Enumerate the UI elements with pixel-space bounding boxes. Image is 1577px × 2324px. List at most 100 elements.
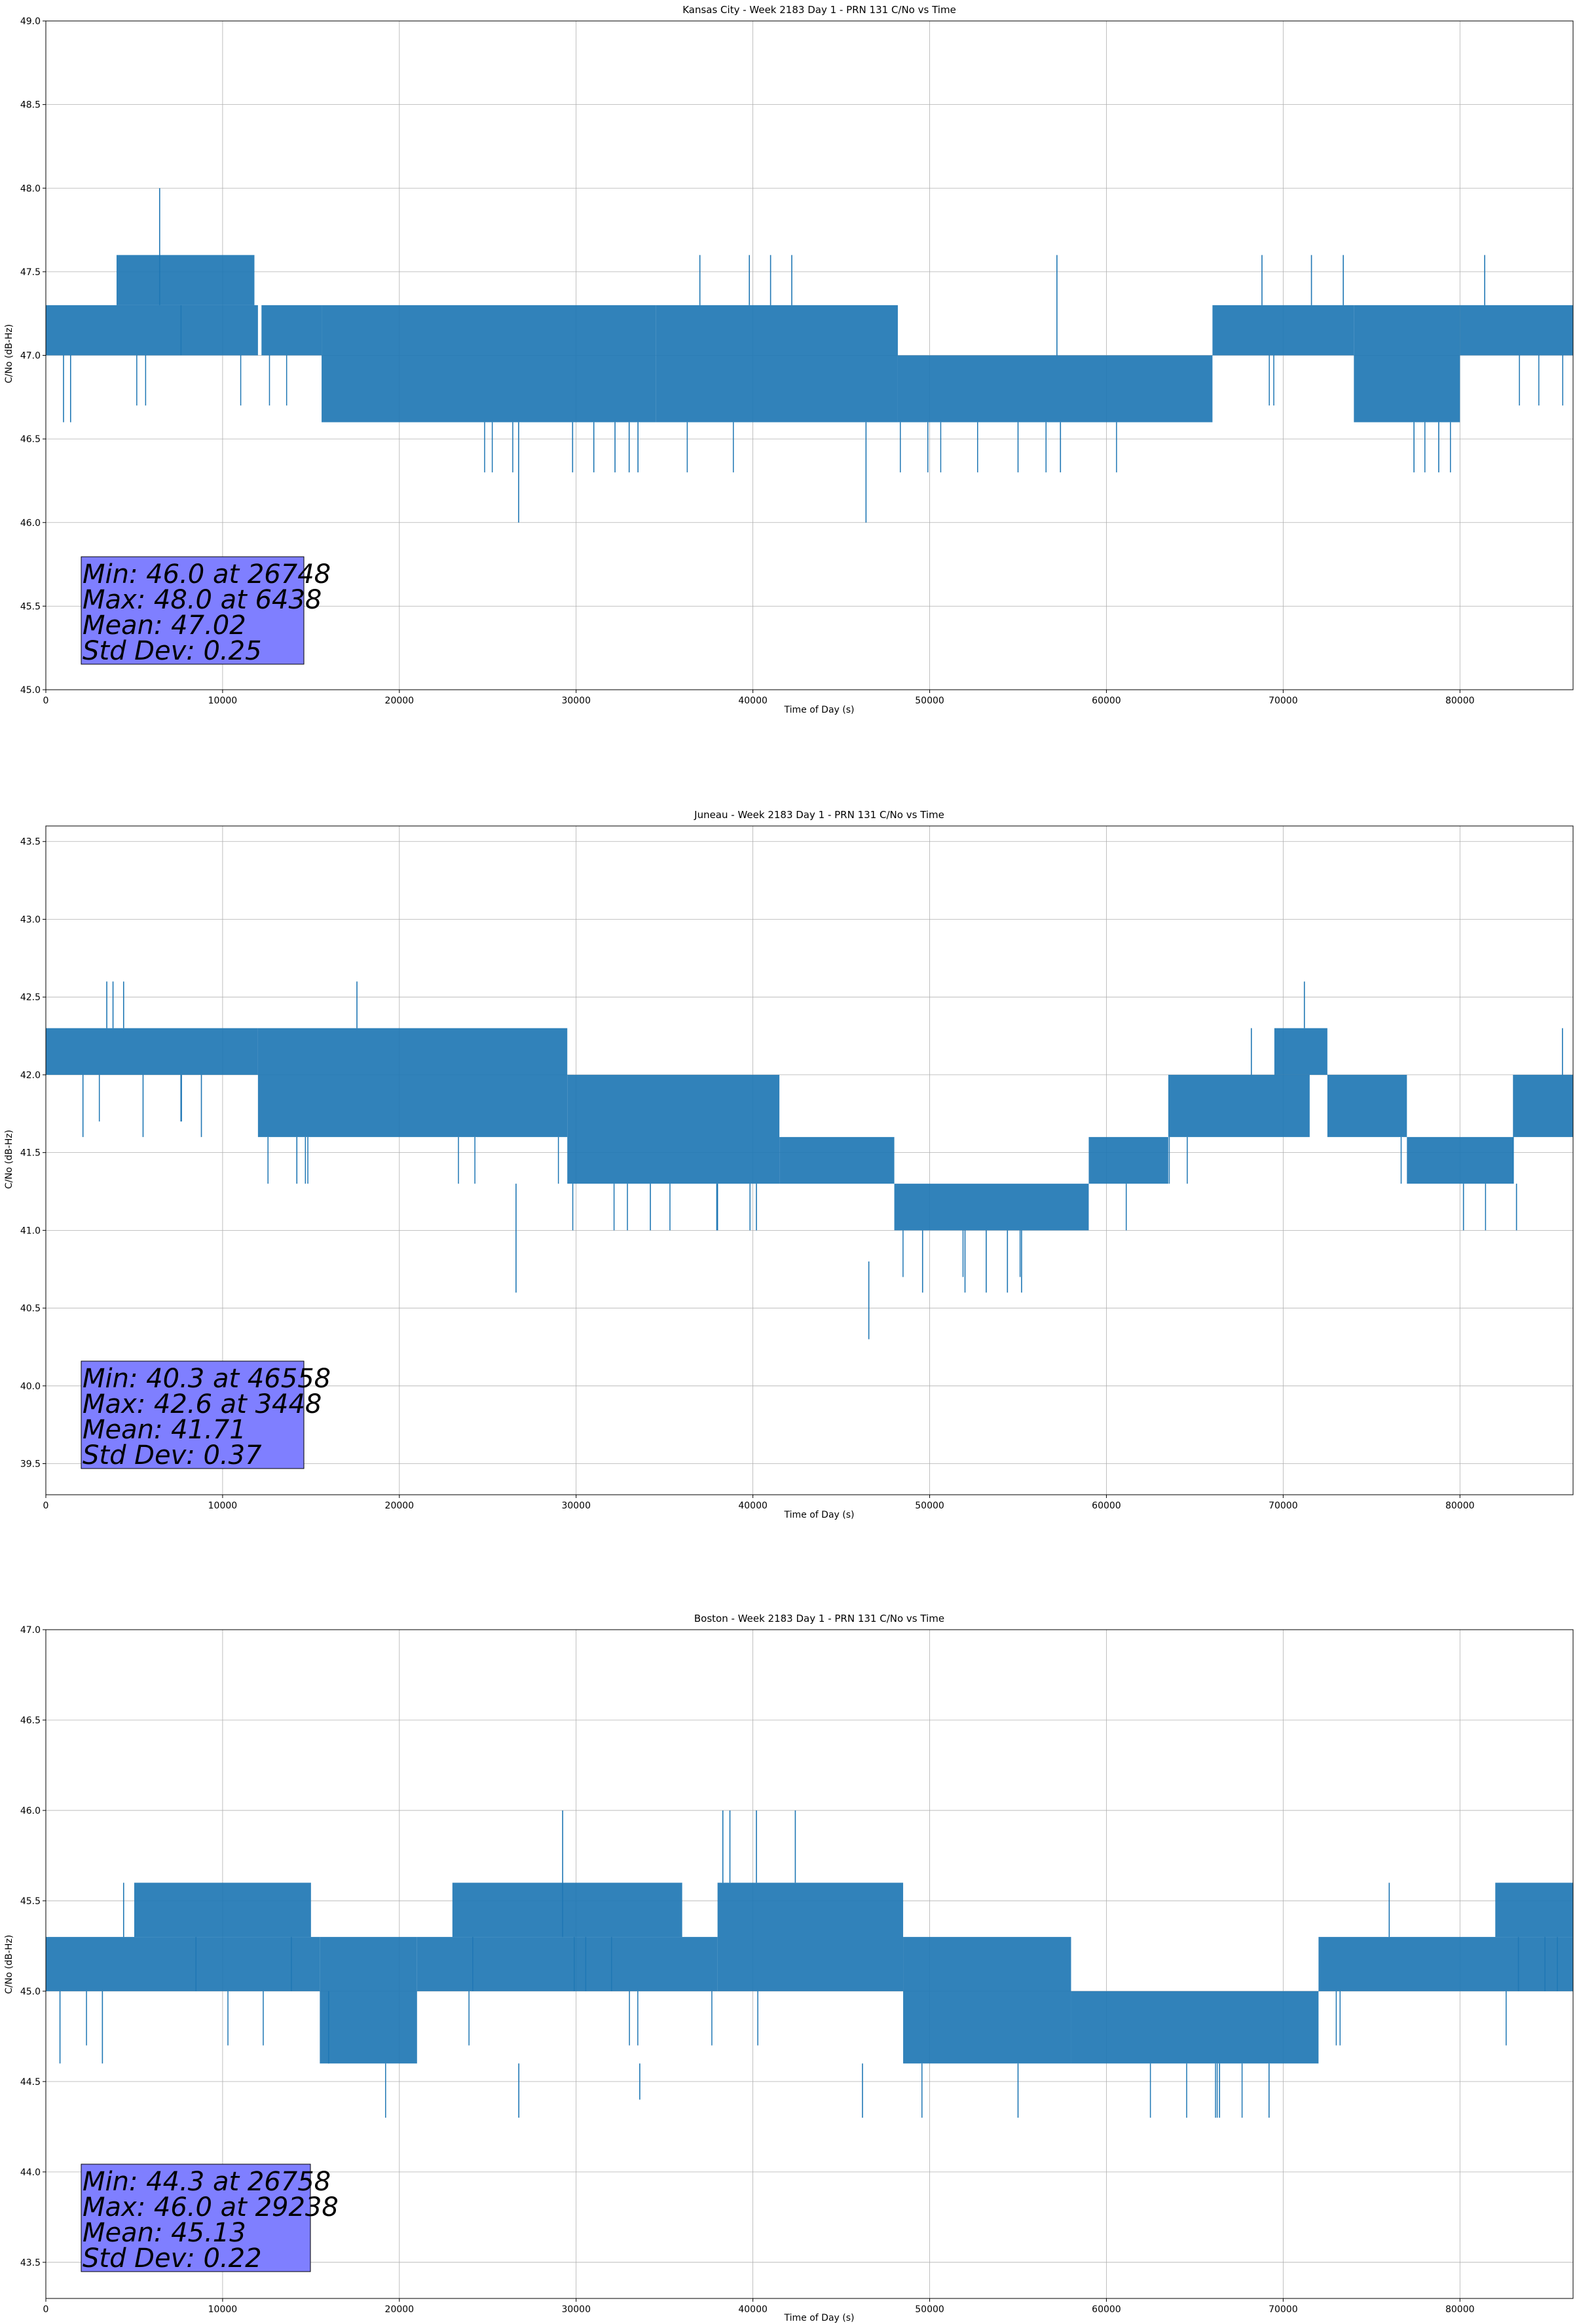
stats-max: Max: 42.6 at 3448 <box>83 1389 322 1419</box>
y-axis-label: C/No (dB-Hz) <box>4 1935 14 1994</box>
x-tick-label: 0 <box>43 1501 49 1511</box>
data-band <box>1168 1074 1310 1137</box>
x-tick-label: 40000 <box>738 2304 768 2315</box>
stats-std-dev: Std Dev: 0.37 <box>83 1440 262 1471</box>
x-tick-label: 60000 <box>1092 1501 1121 1511</box>
x-tick-label: 0 <box>43 696 49 706</box>
y-tick-label: 39.5 <box>20 1459 41 1470</box>
stats-mean: Mean: 47.02 <box>83 610 246 641</box>
data-band <box>1274 1028 1327 1075</box>
x-tick-label: 30000 <box>561 1501 591 1511</box>
data-band <box>1354 305 1460 422</box>
x-tick-label: 40000 <box>738 696 768 706</box>
stats-std-dev: Std Dev: 0.22 <box>83 2243 262 2274</box>
axes-frame <box>45 825 1574 1495</box>
y-tick-label: 43.5 <box>20 837 41 848</box>
y-tick-label: 45.5 <box>20 1896 41 1907</box>
data-band <box>261 305 322 356</box>
chart-title: Kansas City - Week 2183 Day 1 - PRN 131 … <box>682 4 956 16</box>
y-tick-label: 41.0 <box>20 1226 41 1236</box>
y-axis-label: C/No (dB-Hz) <box>4 1130 14 1189</box>
stats-box: Min: 44.3 at 26758 Max: 46.0 at 29238 Me… <box>81 2164 339 2274</box>
axes-frame <box>45 1629 1574 2299</box>
x-tick-label: 10000 <box>208 696 238 706</box>
y-tick-label: 46.5 <box>20 434 41 445</box>
x-axis-label: Time of Day (s) <box>784 2313 855 2323</box>
x-tick-label: 80000 <box>1445 1501 1475 1511</box>
x-tick-label: 70000 <box>1269 696 1298 706</box>
data-band <box>894 1184 1089 1231</box>
x-tick-label: 80000 <box>1445 2304 1475 2315</box>
x-tick-label: 60000 <box>1092 696 1121 706</box>
y-tick-label: 47.0 <box>20 1625 41 1636</box>
stats-box: Min: 40.3 at 46558 Max: 42.6 at 3448 Mea… <box>81 1360 331 1471</box>
x-axis-label: Time of Day (s) <box>784 1510 855 1520</box>
data-band <box>452 1883 682 1938</box>
x-tick-label: 10000 <box>208 2304 238 2315</box>
data-band <box>1495 1883 1573 1938</box>
y-tick-label: 44.0 <box>20 2167 41 2178</box>
y-tick-label: 40.0 <box>20 1381 41 1392</box>
data-band <box>1212 305 1354 356</box>
data-band <box>1327 1074 1407 1137</box>
data-band <box>417 1937 718 1991</box>
y-tick-label: 43.0 <box>20 914 41 925</box>
data-band <box>1460 305 1573 356</box>
subplot-boston: Boston - Week 2183 Day 1 - PRN 131 C/No … <box>4 1613 1574 2323</box>
x-tick-label: 0 <box>43 2304 49 2315</box>
data-band <box>1513 1074 1573 1137</box>
y-tick-label: 46.5 <box>20 1715 41 1726</box>
y-tick-label: 47.0 <box>20 351 41 362</box>
y-tick-label: 45.0 <box>20 685 41 696</box>
stats-min: Min: 40.3 at 46558 <box>83 1364 331 1394</box>
x-tick-label: 20000 <box>385 696 415 706</box>
y-tick-label: 41.5 <box>20 1148 41 1159</box>
stats-min: Min: 44.3 at 26758 <box>83 2167 331 2197</box>
chart-title: Juneau - Week 2183 Day 1 - PRN 131 C/No … <box>694 809 944 821</box>
stats-min: Min: 46.0 at 26748 <box>83 559 331 590</box>
y-tick-label: 45.5 <box>20 601 41 612</box>
stats-mean: Mean: 45.13 <box>83 2218 246 2248</box>
stats-box-background <box>81 556 305 665</box>
y-tick-label: 46.0 <box>20 1806 41 1816</box>
subplot-juneau: Juneau - Week 2183 Day 1 - PRN 131 C/No … <box>4 809 1574 1520</box>
stats-mean: Mean: 41.71 <box>83 1415 246 1445</box>
x-axis-label: Time of Day (s) <box>784 705 855 715</box>
data-band <box>1071 1991 1319 2064</box>
data-band <box>322 305 656 422</box>
plot-area: 0 10000 20000 30000 40000 50000 60000 70000 8000… <box>20 825 1574 1511</box>
y-tick-label: 44.5 <box>20 2077 41 2088</box>
subplot-kansas-city: Kansas City - Week 2183 Day 1 - PRN 131 … <box>4 4 1574 715</box>
stats-box-background <box>81 1360 305 1469</box>
data-band <box>46 1937 320 1991</box>
data-band <box>897 355 1213 422</box>
y-tick-label: 48.0 <box>20 183 41 194</box>
data-band <box>567 1074 780 1184</box>
y-tick-label: 46.0 <box>20 518 41 529</box>
y-tick-label: 40.5 <box>20 1303 41 1314</box>
y-tick-label: 42.0 <box>20 1070 41 1081</box>
x-tick-label: 70000 <box>1269 2304 1298 2315</box>
data-band <box>320 1937 417 2064</box>
y-axis-label: C/No (dB-Hz) <box>4 324 14 383</box>
stats-std-dev: Std Dev: 0.25 <box>83 636 262 666</box>
data-band <box>779 1136 895 1184</box>
y-tick-label: 48.5 <box>20 100 41 111</box>
x-tick-label: 30000 <box>561 696 591 706</box>
data-series <box>46 188 1573 523</box>
stats-max: Max: 48.0 at 6438 <box>83 585 322 615</box>
data-band <box>1318 1937 1573 1991</box>
data-band <box>656 305 898 422</box>
stats-box: Min: 46.0 at 26748 Max: 48.0 at 6438 Mea… <box>81 556 331 666</box>
x-tick-label: 20000 <box>385 2304 415 2315</box>
plot-area: 0 10000 20000 30000 40000 50000 60000 70000 8000… <box>20 16 1574 706</box>
data-band <box>46 1028 258 1075</box>
stats-box-background <box>81 2164 311 2272</box>
plot-area: 0 10000 20000 30000 40000 50000 60000 70000 8000… <box>20 1625 1574 2315</box>
x-tick-label: 80000 <box>1445 696 1475 706</box>
x-tick-label: 50000 <box>915 696 944 706</box>
x-tick-label: 40000 <box>738 1501 768 1511</box>
data-band <box>134 1883 311 1938</box>
data-series <box>46 981 1573 1340</box>
